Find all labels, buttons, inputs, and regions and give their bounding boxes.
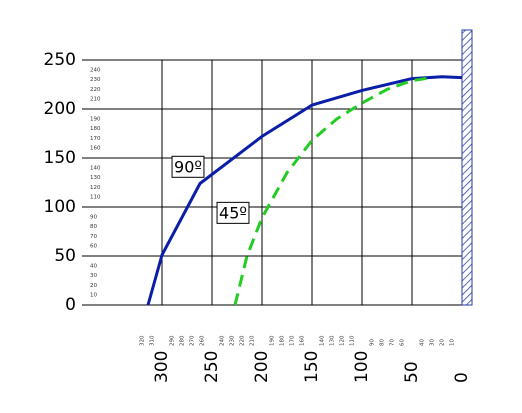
y-tick-label: 200: [44, 99, 76, 119]
y-tick-label: 150: [44, 148, 76, 168]
x-tick-label: 250: [202, 351, 222, 383]
x-tick-label: 200: [252, 351, 272, 383]
curve: [146, 75, 463, 306]
x-minor-label: 30: [430, 339, 436, 346]
x-minor-label: 10: [450, 339, 456, 346]
x-minor-label: 260: [200, 335, 206, 346]
y-minor-label: 120: [90, 185, 101, 191]
annotation-box: [171, 155, 205, 178]
x-minor-label: 230: [230, 335, 236, 346]
x-tick-label: 0: [452, 372, 472, 383]
y-minor-label: 220: [90, 87, 101, 93]
y-minor-label: 20: [90, 283, 97, 289]
plot: 90º 45º: [146, 75, 463, 306]
y-minor-label: 40: [90, 263, 97, 269]
annotation-box: [216, 201, 250, 224]
x-minor-label: 210: [250, 335, 256, 346]
y-minor-label: 70: [90, 234, 97, 240]
x-tick-label: 100: [352, 351, 372, 383]
x-minor-label: 40: [420, 339, 426, 346]
x-minor-label: 290: [170, 335, 176, 346]
x-minor-label: 190: [270, 335, 276, 346]
x-minor-label: 130: [330, 335, 336, 346]
x-minor-label: 240: [220, 335, 226, 346]
annotation: 45º: [219, 203, 247, 222]
y-tick-label: 0: [65, 295, 76, 315]
y-minor-label: 230: [90, 77, 101, 83]
y-tick-label: 250: [44, 50, 76, 70]
x-minor-label: 70: [390, 339, 396, 346]
y-minor-label: 190: [90, 116, 101, 122]
x-minor-label: 220: [240, 335, 246, 346]
y-minor-label: 90: [90, 214, 97, 220]
y-minor-label: 130: [90, 175, 101, 181]
x-minor-label: 90: [370, 339, 376, 346]
x-tick-label: 150: [302, 351, 322, 383]
x-tick-label: 50: [402, 361, 422, 383]
x-minor-label: 170: [290, 335, 296, 346]
y-minor-label: 30: [90, 273, 97, 279]
annotation: 90º: [174, 157, 202, 176]
x-minor-label: 80: [380, 339, 386, 346]
grid: [82, 59, 463, 306]
y-minor-label: 240: [90, 67, 101, 73]
y-minor-label: 170: [90, 136, 101, 142]
x-minor-label: 310: [150, 335, 156, 346]
y-minor-label: 60: [90, 244, 97, 250]
x-tick-label: 300: [152, 351, 172, 383]
x-minor-label: 60: [400, 339, 406, 346]
y-minor-label: 210: [90, 97, 101, 103]
x-minor-label: 20: [440, 339, 446, 346]
y-tick-label: 50: [54, 246, 76, 266]
y-minor-label: 110: [90, 195, 101, 201]
x-minor-label: 280: [180, 335, 186, 346]
y-tick-label: 100: [44, 197, 76, 217]
x-minor-label: 120: [340, 335, 346, 346]
x-minor-label: 110: [350, 335, 356, 346]
y-minor-label: 80: [90, 224, 97, 230]
x-minor-label: 320: [140, 335, 146, 346]
curve: [233, 76, 433, 306]
wall: [461, 29, 473, 306]
y-minor-label: 180: [90, 126, 101, 132]
x-minor-label: 140: [320, 335, 326, 346]
y-minor-label: 10: [90, 293, 97, 299]
y-minor-label: 140: [90, 165, 101, 171]
x-minor-label: 270: [190, 335, 196, 346]
x-minor-label: 160: [300, 335, 306, 346]
y-minor-label: 160: [90, 146, 101, 152]
x-minor-label: 180: [280, 335, 286, 346]
